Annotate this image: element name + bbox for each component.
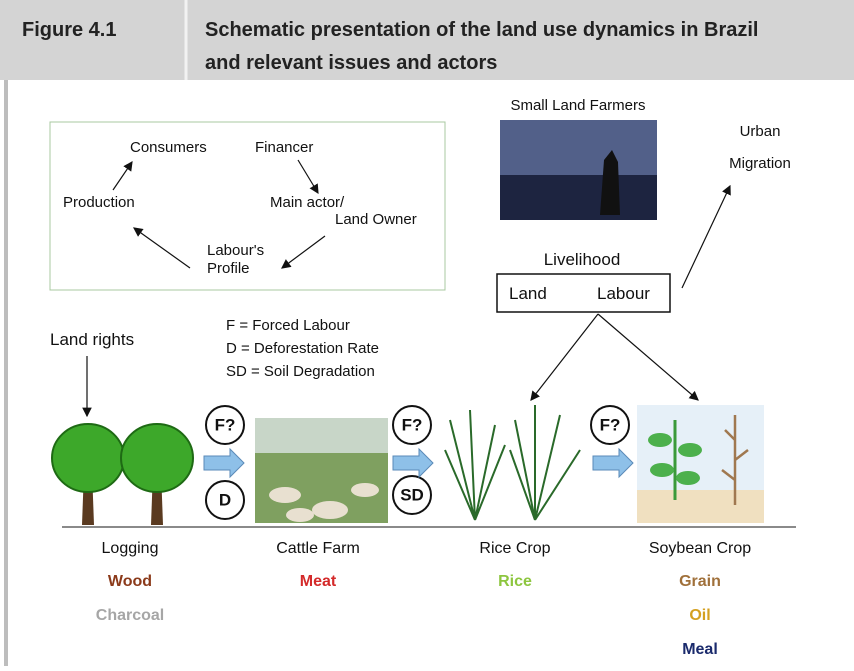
stages: Logging Wood Charcoal Cattle Farm Meat Rice C… (96, 540, 751, 658)
badge-circle (205, 480, 245, 520)
livelihood-item: Labour (597, 284, 650, 303)
badge-label: D (219, 490, 231, 509)
cycle-label: Financer (255, 139, 313, 156)
land-rights: Land rights (50, 330, 134, 349)
cycle-label: Land Owner (335, 211, 417, 228)
stage-product: Wood (108, 573, 152, 590)
cycle-label: Main actor/ (270, 194, 345, 211)
badge-circle (392, 405, 432, 445)
flow-arrows (82, 184, 731, 418)
badge-label: F? (215, 415, 236, 434)
cycle-label: Consumers (130, 139, 207, 156)
trees (51, 423, 194, 525)
badges: F? D F? SD F? (205, 405, 630, 520)
stage-name: Rice Crop (479, 540, 550, 557)
cattle-photo-sky (255, 418, 388, 453)
stage-product: Oil (689, 607, 710, 624)
urban-migration: Urban (740, 123, 781, 140)
cycle-label: Profile (207, 260, 250, 277)
legend-item: F = Forced Labour (226, 317, 350, 334)
stage-name: Soybean Crop (649, 540, 751, 557)
cycle-label: Labour's (207, 242, 264, 259)
stage-product: Rice (498, 573, 532, 590)
soybean-soil (637, 490, 764, 523)
badge-label: F? (402, 415, 423, 434)
stage-product: Charcoal (96, 607, 164, 624)
stage-product: Meat (300, 573, 337, 590)
figure-title: Schematic presentation of the land use d… (205, 19, 758, 41)
cycle-arrows (112, 159, 326, 269)
tree-crown (51, 423, 125, 493)
livelihood: Livelihood (544, 250, 621, 269)
tree-crown (120, 423, 194, 493)
badge-label: F? (600, 415, 621, 434)
legend-item: SD = Soil Degradation (226, 363, 375, 380)
soybean-plants (648, 415, 749, 505)
figure-label: Figure 4.1 (22, 19, 116, 41)
legend-item: D = Deforestation Rate (226, 340, 379, 357)
farmer-figure (600, 150, 620, 215)
livelihood-item: Land (509, 284, 547, 303)
badge-circle (205, 405, 245, 445)
badge-circle (590, 405, 630, 445)
cycle-label: Production (63, 194, 135, 211)
urban-migration: Migration (729, 155, 791, 172)
farmers-photo-sky (500, 120, 657, 175)
badge-circle (392, 475, 432, 515)
cycle-box (49, 121, 446, 291)
stage-product: Meal (682, 641, 718, 658)
stage-arrows (203, 447, 634, 479)
rice-plants (444, 405, 581, 521)
livelihood-box (496, 273, 671, 313)
farmers-title: Small Land Farmers (510, 97, 645, 114)
stage-name: Cattle Farm (276, 540, 360, 557)
figure-title: and relevant issues and actors (205, 52, 497, 74)
stage-name: Logging (102, 540, 159, 557)
cattle (269, 483, 379, 522)
stage-product: Grain (679, 573, 721, 590)
header-band (0, 0, 854, 80)
badge-label: SD (400, 485, 424, 504)
